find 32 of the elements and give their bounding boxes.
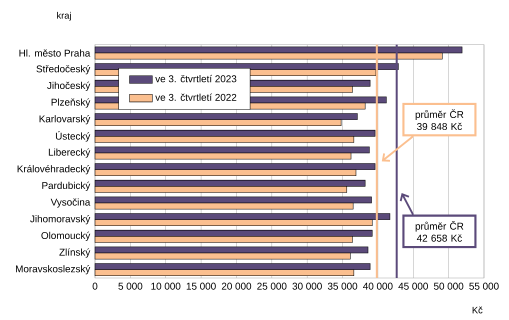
y-tick-label: Zlínský bbox=[59, 248, 90, 258]
ref-line-label: průměr ČR 42 658 Kč bbox=[416, 220, 464, 242]
x-tick-label: 5 000 bbox=[118, 282, 142, 290]
y-tick-label: Středočeský bbox=[36, 64, 90, 74]
y-tick-label: Ústecký bbox=[56, 131, 90, 142]
x-tick-label: 20 000 bbox=[222, 282, 252, 290]
y-tick-label: Jihomoravský bbox=[30, 214, 90, 224]
y-tick-label: Moravskoslezský bbox=[16, 264, 90, 274]
y-axis-title: kraj bbox=[57, 12, 71, 21]
y-tick-label: Vysočina bbox=[50, 198, 90, 208]
x-tick-label: 50 000 bbox=[434, 282, 464, 290]
x-tick-label: 15 000 bbox=[186, 282, 216, 290]
x-tick-label: 25 000 bbox=[257, 282, 287, 290]
y-tick-label: Liberecký bbox=[48, 148, 90, 158]
y-tick-label: Královéhradecký bbox=[18, 164, 90, 174]
legend-label: ve 3. čtvrtletí 2023 bbox=[155, 74, 236, 82]
x-tick-label: 30 000 bbox=[292, 282, 322, 290]
y-tick-label: Jihočeský bbox=[47, 82, 90, 91]
y-tick-label: Karlovarský bbox=[40, 114, 90, 124]
x-axis-title: Kč bbox=[472, 306, 483, 314]
y-tick-label: Olomoucký bbox=[41, 232, 90, 241]
y-tick-label: Plzeňský bbox=[52, 98, 90, 108]
legend-label: ve 3. čtvrtletí 2022 bbox=[155, 94, 236, 101]
y-tick-label: Pardubický bbox=[42, 182, 90, 191]
ref-line-label: průměr ČR 39 848 Kč bbox=[416, 109, 464, 130]
x-tick-label: 40 000 bbox=[363, 282, 393, 290]
x-tick-label: 10 000 bbox=[151, 282, 180, 290]
x-tick-label: 45 000 bbox=[398, 282, 428, 290]
x-tick-label: 0 bbox=[92, 282, 98, 290]
x-tick-label: 55 000 bbox=[469, 282, 499, 290]
y-tick-label: Hl. město Praha bbox=[19, 49, 90, 57]
x-tick-label: 35 000 bbox=[328, 282, 358, 290]
